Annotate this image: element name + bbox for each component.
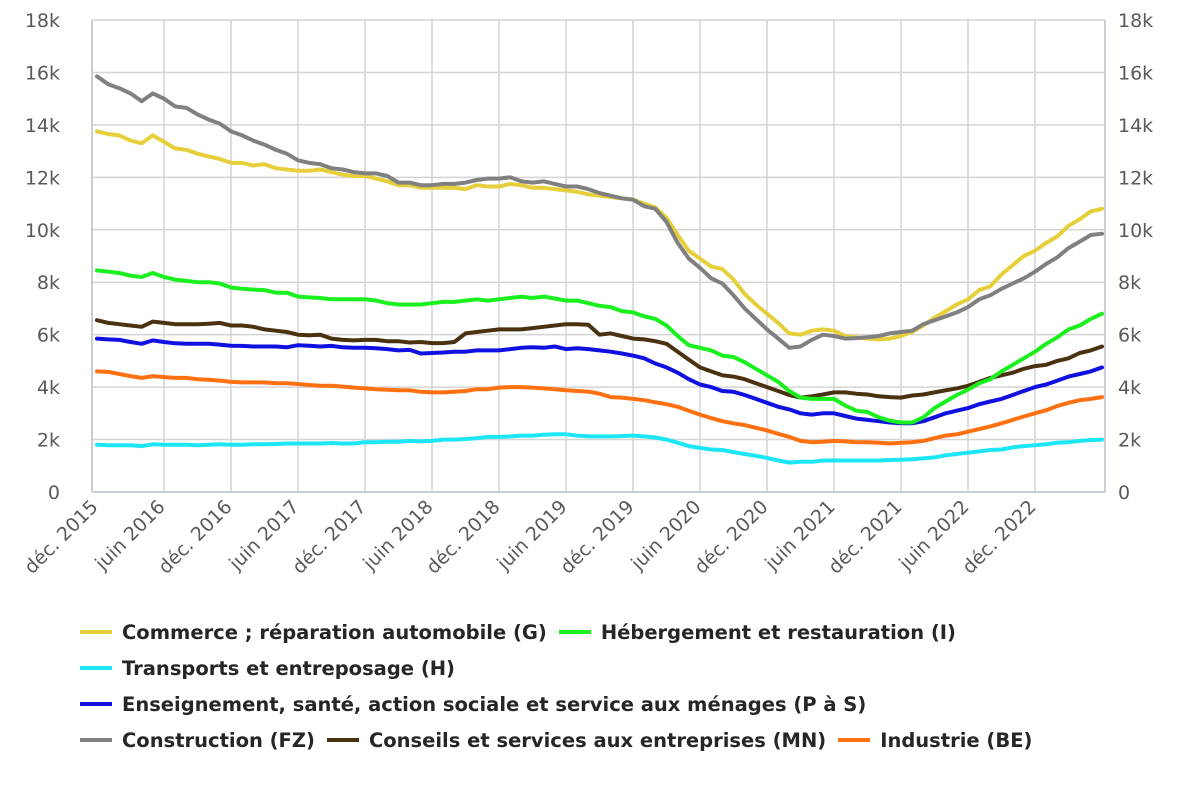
y-tick-label-right: 14k	[1118, 115, 1153, 137]
y-tick-label-left: 0	[48, 482, 60, 504]
legend-item-hebergement[interactable]: Hébergement et restauration (I)	[558, 620, 956, 644]
legend-item-transports[interactable]: Transports et entreposage (H)	[80, 657, 455, 680]
y-tick-label-right: 6k	[1118, 325, 1141, 347]
x-tick-label: déc. 2020	[690, 496, 772, 578]
y-tick-label-left: 2k	[37, 430, 60, 452]
legend-item-enseignement[interactable]: Enseignement, santé, action sociale et s…	[80, 693, 866, 716]
y-tick-label-left: 16k	[25, 62, 60, 84]
legend-swatch	[80, 630, 112, 634]
series-line-0	[95, 129, 1104, 342]
legend-label: Enseignement, santé, action sociale et s…	[122, 692, 867, 716]
series-line-2	[95, 432, 1104, 465]
legend: Commerce ; réparation automobile (G) Héb…	[80, 614, 1180, 758]
x-tick-label: déc. 2022	[958, 496, 1040, 578]
series-line-6	[95, 369, 1104, 446]
legend-label: Construction (FZ)	[122, 728, 315, 752]
y-tick-label-right: 0	[1118, 482, 1130, 504]
x-tick-label: déc. 2018	[422, 496, 504, 578]
legend-label: Hébergement et restauration (I)	[600, 620, 956, 644]
legend-label: Commerce ; réparation automobile (G)	[122, 620, 547, 644]
legend-swatch	[80, 738, 112, 742]
x-tick-label: déc. 2015	[20, 496, 102, 578]
series-line-4	[95, 74, 1104, 350]
legend-swatch	[838, 738, 871, 742]
series-line-1	[95, 268, 1104, 425]
x-tick-label: déc. 2019	[556, 496, 638, 578]
legend-label: Transports et entreposage (H)	[122, 656, 455, 680]
axes	[91, 20, 1106, 493]
legend-item-conseils[interactable]: Conseils et services aux entreprises (MN…	[326, 728, 827, 752]
legend-swatch	[80, 666, 112, 670]
y-tick-label-left: 6k	[37, 325, 60, 347]
y-tick-label-left: 14k	[25, 115, 60, 137]
legend-swatch	[326, 738, 359, 742]
gridlines	[92, 19, 1105, 493]
series-lines	[95, 74, 1104, 465]
y-tick-label-right: 8k	[1118, 272, 1141, 294]
y-tick-label-right: 18k	[1118, 10, 1153, 32]
series-line-5	[95, 318, 1104, 400]
y-tick-label-right: 4k	[1118, 377, 1141, 399]
legend-swatch	[80, 702, 112, 706]
y-tick-label-right: 16k	[1118, 62, 1153, 84]
y-tick-label-left: 12k	[25, 167, 60, 189]
y-axis-right-ticks: 0 2k 4k 6k 8k 10k 12k 14k 16k 18k	[1118, 10, 1153, 504]
legend-item-construction[interactable]: Construction (FZ)	[80, 729, 315, 752]
x-tick-label: déc. 2017	[288, 496, 370, 578]
legend-swatch	[558, 630, 591, 634]
x-tick-label: déc. 2016	[154, 496, 236, 578]
line-chart: 0 2k 4k 6k 8k 10k 12k 14k 16k 18k 0 2k 4k 6k 8k 10k 12k…	[20, 10, 1153, 578]
legend-label: Conseils et services aux entreprises (MN…	[368, 728, 827, 752]
y-tick-label-left: 8k	[37, 272, 60, 294]
x-tick-label: déc. 2021	[824, 496, 906, 578]
legend-item-commerce[interactable]: Commerce ; réparation automobile (G)	[80, 621, 547, 644]
legend-label: Industrie (BE)	[880, 728, 1033, 752]
y-tick-label-left: 10k	[25, 220, 60, 242]
y-tick-label-left: 4k	[37, 377, 60, 399]
y-tick-label-left: 18k	[25, 10, 60, 32]
y-tick-label-right: 2k	[1118, 430, 1141, 452]
legend-item-industrie[interactable]: Industrie (BE)	[838, 729, 1032, 752]
y-tick-label-right: 12k	[1118, 167, 1153, 189]
series-line-3	[95, 336, 1104, 426]
y-axis-left-ticks: 0 2k 4k 6k 8k 10k 12k 14k 16k 18k	[25, 10, 60, 504]
y-tick-label-right: 10k	[1118, 220, 1153, 242]
